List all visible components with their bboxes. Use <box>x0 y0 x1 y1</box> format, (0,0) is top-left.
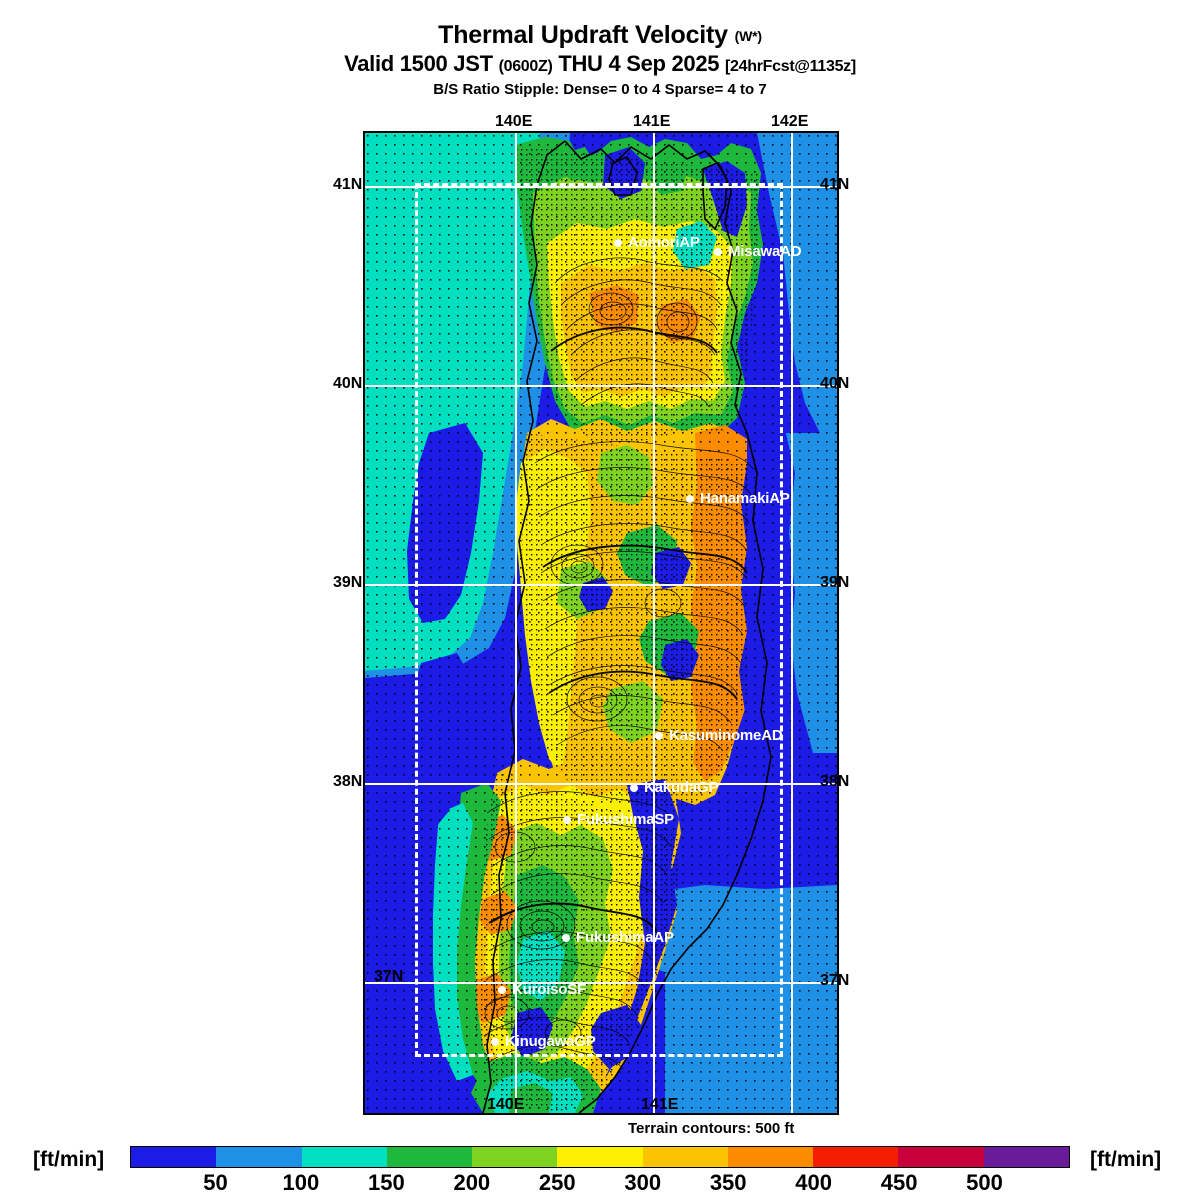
colorbar-unit-right: [ft/min] <box>1090 1148 1162 1171</box>
colorbar-tick-label: 500 <box>966 1170 1003 1195</box>
colorbar-tick-label: 250 <box>538 1170 576 1195</box>
colorbar-tick-label: 100 <box>282 1170 320 1195</box>
lat-label-left-39n: 39N <box>333 574 363 591</box>
station-label: KasuminomeAD <box>669 727 783 744</box>
valid-utc: (0600Z) <box>498 58 553 76</box>
station-marker[interactable]: MisawaAD <box>714 243 802 260</box>
station-dot-icon <box>562 933 570 942</box>
lat-label-inner-37n: 37N <box>374 968 404 985</box>
station-dot-icon <box>614 238 622 247</box>
colorbar-tick-label: 450 <box>880 1170 918 1195</box>
chart-header: Thermal Updraft Velocity (W*) Valid 1500… <box>0 0 1200 98</box>
colorbar-unit-left: [ft/min] <box>33 1148 105 1171</box>
station-label: AomoriAP <box>628 234 700 251</box>
forecast-tag: [24hrFcst@1135z] <box>725 58 856 76</box>
lat-label-right-41n: 41N <box>820 176 850 193</box>
valid-date: THU 4 Sep 2025 <box>558 51 720 77</box>
colorbar-tick-label: 150 <box>368 1170 405 1195</box>
terrain-contour-note: Terrain contours: 500 ft <box>628 1120 795 1137</box>
station-dot-icon <box>563 815 571 824</box>
station-marker[interactable]: FukushimaSP <box>563 812 674 827</box>
colorbar-tick-label: 300 <box>624 1170 662 1195</box>
station-label: MisawaAD <box>728 243 802 260</box>
valid-time: Valid 1500 JST <box>344 51 493 77</box>
colorbar-band <box>557 1147 643 1167</box>
station-dot-icon <box>630 783 638 792</box>
lon-label-bottom-140e: 140E <box>487 1096 525 1113</box>
colorbar-legend[interactable]: [ft/min] [ft/min] 50 100 150 200 250 300 350 40… <box>0 1146 1200 1200</box>
lat-label-right-37n: 37N <box>820 972 850 989</box>
station-label: KuroisoSF <box>512 981 587 998</box>
chart-valid-line: Valid 1500 JST (0600Z) THU 4 Sep 2025 [2… <box>0 52 1200 76</box>
chart-title-symbol: (W*) <box>734 28 762 44</box>
forecast-map[interactable] <box>363 131 839 1115</box>
station-marker[interactable]: KakudaGP <box>630 780 718 795</box>
station-dot-icon <box>686 494 694 503</box>
station-label: KakudaGP <box>644 779 719 796</box>
station-dot-icon <box>498 985 506 994</box>
station-label: FukushimaSP <box>577 811 674 828</box>
station-marker[interactable]: KasuminomeAD <box>655 727 783 744</box>
lon-label-top-141e: 141E <box>633 113 671 130</box>
lat-label-right-40n: 40N <box>820 375 850 392</box>
station-dot-icon <box>655 731 663 740</box>
colorbar-band <box>131 1147 217 1167</box>
lon-label-top-142e: 142E <box>771 113 809 130</box>
colorbar-band <box>386 1147 473 1167</box>
chart-title-text: Thermal Updraft Velocity <box>438 21 728 49</box>
station-dot-icon <box>491 1037 499 1046</box>
station-marker[interactable]: KinugawaGP <box>491 1034 596 1049</box>
station-marker[interactable]: FukushimaAP <box>562 930 674 945</box>
colorbar-band <box>301 1147 387 1167</box>
map-canvas <box>365 133 837 1113</box>
colorbar-band <box>216 1147 302 1167</box>
colorbar-band <box>813 1147 899 1167</box>
map-field-svg <box>365 133 837 1113</box>
lat-label-left-40n: 40N <box>333 375 363 392</box>
station-marker[interactable]: HanamakiAP <box>686 491 790 506</box>
colorbar-band <box>472 1147 558 1167</box>
station-label: HanamakiAP <box>700 490 790 507</box>
stipple-legend-note: B/S Ratio Stipple: Dense= 0 to 4 Sparse=… <box>433 81 767 99</box>
station-label: KinugawaGP <box>505 1033 596 1050</box>
colorbar-band <box>983 1147 1069 1167</box>
lat-label-left-38n: 38N <box>333 773 363 790</box>
lon-label-bottom-141e: 141E <box>641 1096 679 1113</box>
colorbar-band <box>898 1147 984 1167</box>
colorbar-bands[interactable] <box>130 1146 1070 1168</box>
lat-label-left-41n: 41N <box>333 176 363 193</box>
chart-title: Thermal Updraft Velocity (W*) <box>0 22 1200 48</box>
lat-label-right-39n: 39N <box>820 574 850 591</box>
colorbar-tick-label: 50 <box>203 1170 228 1195</box>
colorbar-tick-label: 350 <box>709 1170 747 1195</box>
colorbar-tick-label: 400 <box>795 1170 832 1195</box>
colorbar-band <box>642 1147 728 1167</box>
lat-label-right-38n: 38N <box>820 773 850 790</box>
colorbar-tick-label: 200 <box>453 1170 491 1195</box>
station-marker[interactable]: AomoriAP <box>614 235 700 250</box>
colorbar-band <box>727 1147 814 1167</box>
lon-label-top-140e: 140E <box>495 113 533 130</box>
station-label: FukushimaAP <box>576 929 674 946</box>
station-marker[interactable]: KuroisoSF <box>498 982 586 997</box>
station-dot-icon <box>714 247 722 256</box>
